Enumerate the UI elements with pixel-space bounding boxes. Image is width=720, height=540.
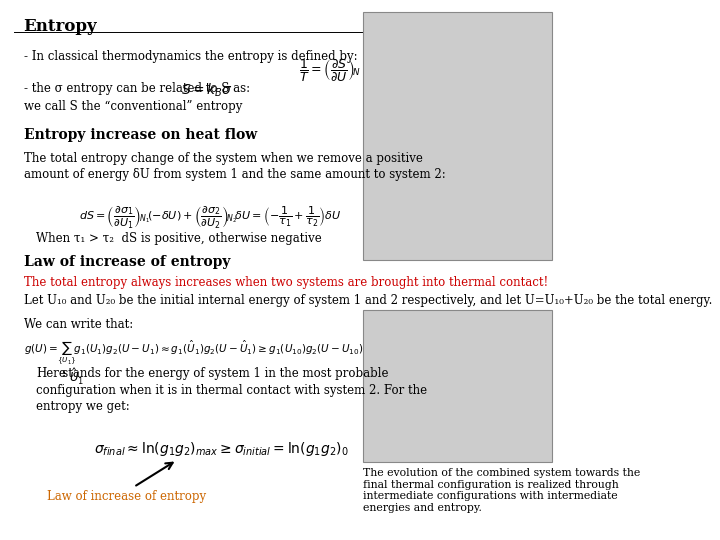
Text: When τ₁ > τ₂  dS is positive, otherwise negative: When τ₁ > τ₂ dS is positive, otherwise n… — [36, 232, 322, 245]
Text: $\dfrac{1}{T} = \left(\dfrac{\partial S}{\partial U}\right)_{\!N}$: $\dfrac{1}{T} = \left(\dfrac{\partial S}… — [299, 57, 361, 83]
Text: The total entropy always increases when two systems are brought into thermal con: The total entropy always increases when … — [24, 276, 548, 289]
Text: configuration when it is in thermal contact with system 2. For the: configuration when it is in thermal cont… — [36, 384, 427, 397]
Text: The evolution of the combined system towards the
final thermal configuration is : The evolution of the combined system tow… — [364, 468, 641, 513]
Text: $dS = \left(\dfrac{\partial\sigma_1}{\partial U_1}\right)_{\!N_1}\!(-\delta U)+\: $dS = \left(\dfrac{\partial\sigma_1}{\pa… — [78, 205, 341, 231]
Text: Law of increase of entropy: Law of increase of entropy — [48, 490, 207, 503]
Text: we call S the “conventional” entropy: we call S the “conventional” entropy — [24, 100, 242, 113]
Text: $\hat{U}_1$: $\hat{U}_1$ — [69, 367, 84, 387]
Text: Entropy: Entropy — [24, 18, 97, 35]
Text: - In classical thermodynamics the entropy is defined by:: - In classical thermodynamics the entrop… — [24, 50, 357, 63]
Bar — [364, 12, 552, 260]
Text: entropy we get:: entropy we get: — [36, 400, 130, 413]
Text: stands for the energy of system 1 in the most probable: stands for the energy of system 1 in the… — [36, 367, 389, 380]
Text: - the σ entropy can be related to S as:: - the σ entropy can be related to S as: — [24, 82, 250, 95]
Bar — [364, 310, 552, 462]
Text: amount of energy δU from system 1 and the same amount to system 2:: amount of energy δU from system 1 and th… — [24, 168, 446, 181]
Text: $g(U)=\!\sum_{\{U_1\}}\!g_1(U_1)g_2(U-U_1)\approx g_1(\hat{U}_1)g_2(U-\hat{U}_1): $g(U)=\!\sum_{\{U_1\}}\!g_1(U_1)g_2(U-U_… — [24, 338, 363, 367]
Text: Law of increase of entropy: Law of increase of entropy — [24, 255, 230, 269]
Text: $\sigma_{final}\approx\ln(g_1g_2)_{max}\geq\sigma_{initial}=\ln(g_1g_2)_0$: $\sigma_{final}\approx\ln(g_1g_2)_{max}\… — [94, 440, 349, 458]
Text: Let U₁₀ and U₂₀ be the initial internal energy of system 1 and 2 respectively, a: Let U₁₀ and U₂₀ be the initial internal … — [24, 294, 712, 307]
Text: Entropy increase on heat flow: Entropy increase on heat flow — [24, 128, 257, 142]
Text: The total entropy change of the system when we remove a positive: The total entropy change of the system w… — [24, 152, 423, 165]
Text: We can write that:: We can write that: — [24, 318, 133, 331]
Text: $S = k_B\sigma$: $S = k_B\sigma$ — [181, 82, 233, 99]
Text: Here: Here — [36, 367, 66, 380]
